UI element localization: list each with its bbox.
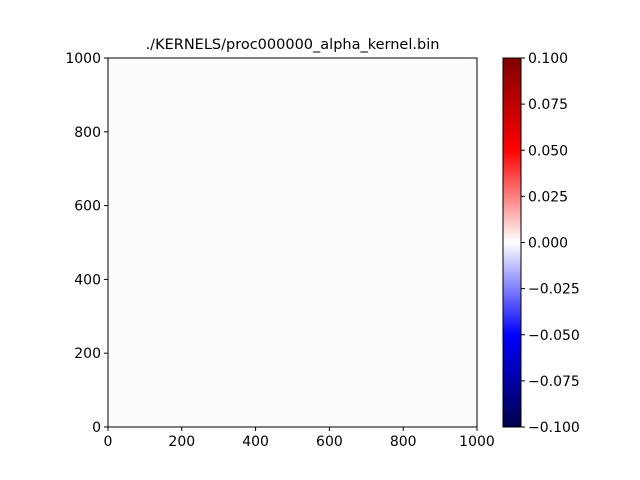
x-tick-label: 1000 — [459, 434, 495, 450]
colorbar-tick-label: 0.075 — [528, 97, 568, 113]
colorbar — [502, 57, 522, 428]
x-tick-label: 600 — [316, 434, 343, 450]
plot-border — [107, 57, 478, 428]
plot-area — [108, 58, 477, 427]
y-tick-label: 600 — [74, 199, 101, 215]
colorbar-axis: −0.100 −0.075 −0.050 −0.025 0.000 0.025 0.050 0… — [521, 51, 580, 436]
colorbar-tick-label: 0.025 — [528, 189, 568, 205]
colorbar-tick-label: 0.050 — [528, 143, 568, 159]
y-tick-label: 400 — [74, 272, 101, 288]
y-tick-label: 1000 — [65, 51, 101, 67]
colorbar-tick-label: −0.075 — [528, 374, 580, 390]
y-tick-label: 0 — [92, 420, 101, 436]
x-tick-label: 400 — [242, 434, 269, 450]
x-tick-label: 800 — [390, 434, 417, 450]
y-tick-label: 200 — [74, 346, 101, 362]
y-tick-label: 800 — [74, 125, 101, 141]
colorbar-tick-label: −0.100 — [528, 420, 580, 436]
colorbar-tick-label: −0.025 — [528, 282, 580, 298]
x-axis: 0 200 400 600 800 1000 — [104, 427, 495, 450]
chart-title: ./KERNELS/proc000000_alpha_kernel.bin — [146, 37, 440, 53]
plot-frame — [107, 57, 478, 428]
colorbar-tick-label: −0.050 — [528, 328, 580, 344]
x-tick-label: 200 — [168, 434, 195, 450]
colorbar-tick-label: 0.000 — [528, 236, 568, 252]
colorbar-tick-label: 0.100 — [528, 51, 568, 67]
y-axis: 0 200 400 600 800 1000 — [65, 51, 108, 436]
x-tick-label: 0 — [104, 434, 113, 450]
